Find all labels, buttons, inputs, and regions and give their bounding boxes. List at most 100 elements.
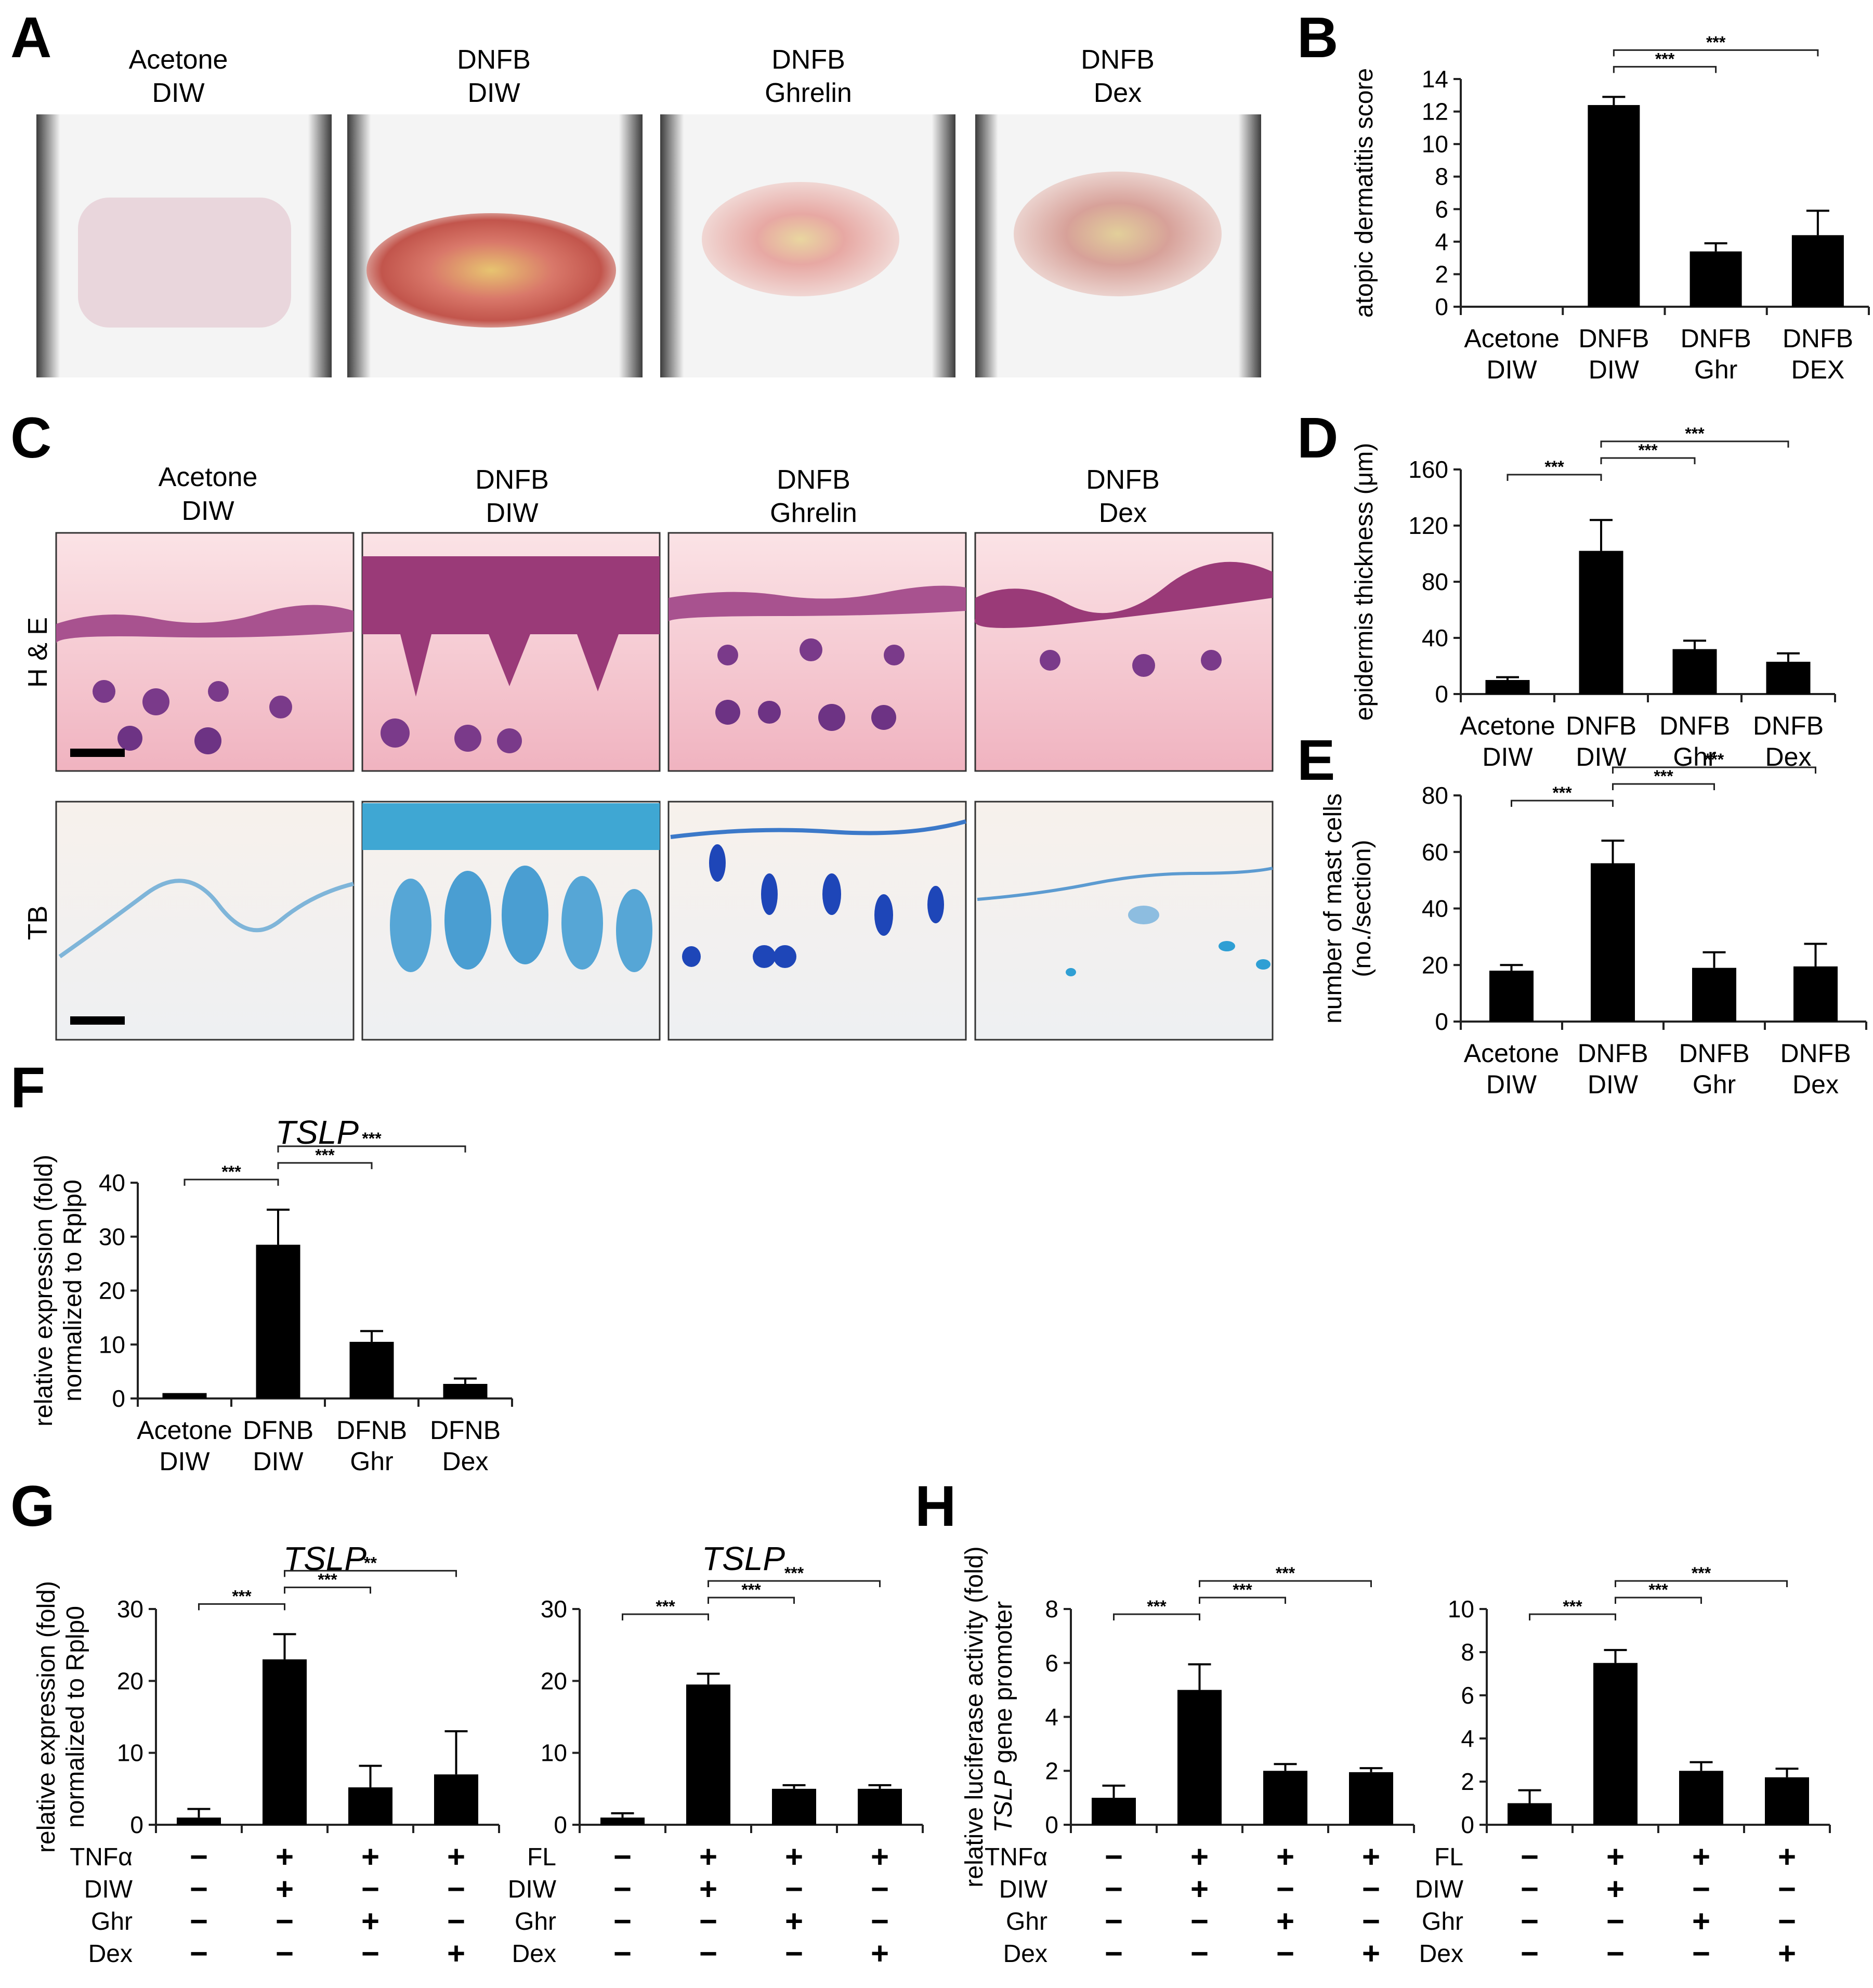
- significance-label: ***: [1654, 767, 1673, 786]
- he-image-2: [361, 532, 661, 772]
- significance-bracket: [1113, 1613, 1200, 1620]
- chart-title: TSLP: [276, 1114, 359, 1151]
- treatment-sign: −: [190, 1872, 208, 1906]
- y-tick-label: 10: [1448, 1595, 1474, 1623]
- bar: [1679, 1771, 1723, 1825]
- category-label-line1: Acetone: [1464, 324, 1559, 353]
- y-tick-label: 30: [99, 1223, 125, 1250]
- treatment-sign: −: [276, 1936, 294, 1971]
- treatment-sign: −: [1521, 1839, 1539, 1874]
- treatment-sign: +: [785, 1839, 803, 1874]
- treatment-sign: +: [1606, 1839, 1625, 1874]
- category-label-line2: DIW: [1486, 1070, 1537, 1099]
- treatment-sign: −: [871, 1904, 889, 1939]
- treatment-name: FL: [1434, 1843, 1463, 1871]
- panel-h-label: H: [915, 1474, 956, 1538]
- treatment-sign: +: [1362, 1839, 1380, 1874]
- treatment-sign: −: [613, 1872, 632, 1906]
- category-label-line2: DIW: [253, 1447, 304, 1476]
- panel-a-caption-2-line2: DIW: [467, 78, 520, 108]
- significance-label: ***: [1544, 457, 1564, 476]
- y-tick-label: 60: [1422, 839, 1448, 866]
- category-label-line2: Dex: [1792, 1070, 1839, 1099]
- treatment-sign: −: [190, 1936, 208, 1971]
- significance-bracket: [1199, 1597, 1286, 1604]
- panel-a-caption-1-line1: Acetone: [129, 45, 228, 75]
- panel-a-photo-4: DNFB Dex: [975, 45, 1261, 377]
- tb-image-3: [667, 801, 967, 1041]
- y-axis-label: TSLP gene promoter: [990, 1601, 1017, 1833]
- treatment-sign: −: [871, 1872, 889, 1906]
- treatment-name: FL: [527, 1843, 556, 1871]
- treatment-sign: +: [1362, 1936, 1380, 1971]
- significance-bracket: [1612, 766, 1816, 774]
- category-label-line2: Ghr: [1694, 355, 1737, 384]
- treatment-sign: −: [361, 1872, 379, 1906]
- significance-label: ***: [318, 1570, 337, 1589]
- bar: [1263, 1771, 1307, 1825]
- y-tick-label: 0: [112, 1385, 125, 1412]
- panel-b-label: B: [1297, 6, 1338, 70]
- treatment-sign: −: [1190, 1904, 1209, 1939]
- significance-bracket: [1615, 1597, 1702, 1604]
- bar: [348, 1787, 392, 1825]
- category-label-line1: DFNB: [243, 1416, 313, 1445]
- category-label-line1: Acetone: [137, 1416, 232, 1445]
- significance-label: **: [364, 1553, 377, 1572]
- significance-bracket: [1600, 440, 1789, 448]
- significance-bracket: [1613, 49, 1819, 57]
- category-label-line1: DFNB: [336, 1416, 407, 1445]
- y-tick-label: 40: [1422, 895, 1448, 922]
- y-axis-label: relative expression (fold): [30, 1155, 58, 1427]
- treatment-sign: −: [699, 1936, 717, 1971]
- y-tick-label: 20: [99, 1277, 125, 1304]
- category-label-line1: Acetone: [1464, 1039, 1559, 1068]
- treatment-sign: −: [1362, 1904, 1380, 1939]
- category-label-line1: DNFB: [1566, 711, 1636, 740]
- panel-a-caption-1-line2: DIW: [152, 78, 204, 108]
- category-label-line2: Dex: [442, 1447, 489, 1476]
- category-label-line1: DNFB: [1679, 1039, 1749, 1068]
- y-tick-label: 0: [554, 1811, 567, 1838]
- significance-bracket: [1615, 1580, 1788, 1587]
- tb-image-4: [974, 801, 1274, 1041]
- tb-image-2: [361, 801, 661, 1041]
- significance-label: ***: [1638, 441, 1658, 460]
- significance-bracket: [1529, 1613, 1616, 1620]
- category-label-line1: DNFB: [1577, 1039, 1648, 1068]
- panel-a-caption-3-line2: Ghrelin: [765, 78, 852, 108]
- bar: [1349, 1772, 1393, 1825]
- significance-label: ***: [1276, 1564, 1295, 1582]
- significance-label: ***: [1563, 1597, 1582, 1616]
- treatment-sign: −: [785, 1936, 803, 1971]
- y-tick-label: 2: [1045, 1757, 1058, 1784]
- significance-bracket: [184, 1179, 279, 1186]
- panel-a-photo-2: DNFB DIW: [347, 45, 643, 377]
- significance-bracket: [1507, 474, 1602, 481]
- treatment-sign: −: [1362, 1872, 1380, 1906]
- treatment-sign: +: [1778, 1839, 1796, 1874]
- significance-bracket: [277, 1162, 373, 1169]
- bar: [1588, 105, 1640, 307]
- treatment-sign: +: [1778, 1936, 1796, 1971]
- category-label-line2: Ghr: [350, 1447, 393, 1476]
- treatment-sign: +: [276, 1839, 294, 1874]
- y-axis-label: atopic dermatitis score: [1351, 68, 1378, 318]
- bar: [162, 1393, 207, 1398]
- treatment-name: Ghr: [91, 1908, 133, 1935]
- treatment-sign: −: [1692, 1872, 1710, 1906]
- significance-bracket: [1600, 457, 1696, 464]
- treatment-name: TNFα: [70, 1843, 133, 1871]
- he-image-1: [55, 532, 355, 772]
- treatment-sign: −: [1105, 1936, 1123, 1971]
- bar: [1177, 1690, 1222, 1825]
- significance-bracket: [1612, 783, 1715, 790]
- treatment-sign: −: [190, 1839, 208, 1874]
- category-label-line2: DEX: [1791, 355, 1844, 384]
- lesion-3: [702, 182, 899, 296]
- treatment-sign: −: [1521, 1936, 1539, 1971]
